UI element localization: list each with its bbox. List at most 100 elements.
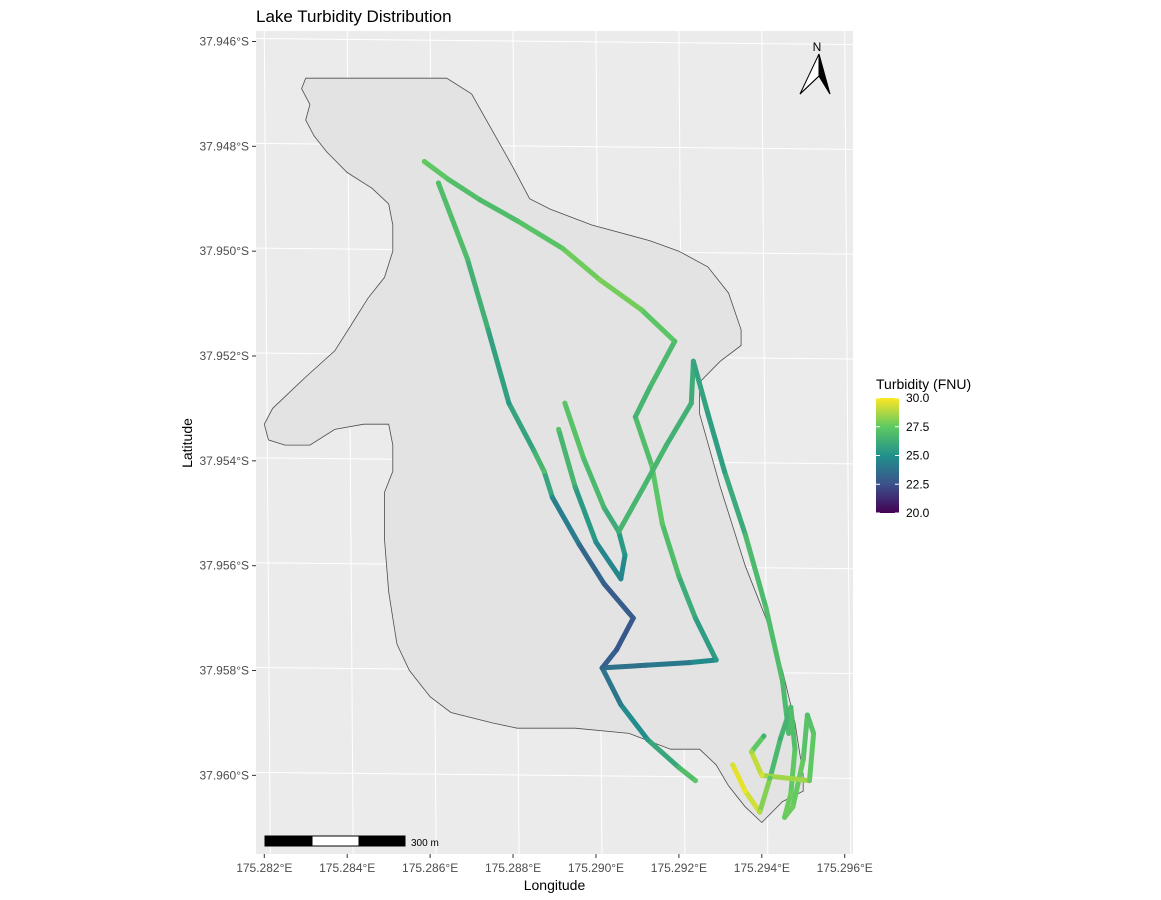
turbidity-point [659,521,665,527]
turbidity-point [421,159,427,165]
transect-segment [788,704,798,752]
turbidity-point [560,246,566,252]
transect-segment [541,468,555,501]
turbidity-point [477,197,483,203]
transect-segment [645,737,682,771]
x-axis-title: Longitude [524,877,586,893]
legend-tick-label: 20.0 [906,506,930,520]
y-tick-label: 37.950°S [199,244,249,258]
turbidity-point [581,455,587,461]
transect-segment [730,762,748,794]
transect-segment [599,665,624,708]
turbidity-point [618,576,624,582]
transect-segment [445,176,483,203]
transect-segment [485,327,512,406]
grid-line-meridian [844,30,852,855]
transect-segment [601,505,622,535]
transect-segment [659,521,682,579]
turbidity-point [541,468,547,474]
transect-segment [692,615,719,663]
transect-segment [421,159,451,182]
transect-segment [531,447,547,474]
legend-colorbar [876,398,899,513]
turbidity-point [643,662,649,668]
turbidity-point [686,660,692,666]
transect-segment [641,442,669,490]
turbidity-point [593,539,599,545]
transect-segment [721,468,748,537]
turbidity-point [761,733,767,739]
turbidity-point [597,277,603,283]
transect-segment [549,495,582,548]
turbidity-point [556,426,562,432]
turbidity-point [800,757,806,763]
x-tick-label: 175.282°E [236,861,292,875]
turbidity-point [782,814,788,820]
turbidity-point [445,176,451,182]
transect-segment [572,484,599,545]
transect-segment [556,426,578,490]
turbidity-point [767,775,773,781]
legend-tick-label: 30.0 [906,391,930,405]
transect-segment [562,400,587,461]
turbidity-point [692,615,698,621]
transect-segment [599,647,620,671]
transect-segment [599,662,649,671]
transect-segment [506,400,537,453]
x-tick-label: 175.292°E [651,861,707,875]
turbidity-point [806,778,812,784]
turbidity-point [464,256,470,262]
transect-segment [676,765,698,784]
transect-segment [705,411,727,474]
turbidity-point [676,765,682,771]
scale-bar-segment [358,835,406,847]
turbidity-point [748,749,754,755]
turbidity-point [614,647,620,653]
transect-segment [616,529,628,558]
turbidity-point [663,442,669,448]
transect-segment [804,712,817,736]
turbidity-point [713,657,719,663]
turbidity-point [639,307,645,313]
legend-tick-label: 25.0 [906,449,930,463]
north-label: N [813,40,822,54]
transect-segment [676,573,698,621]
turbidity-point [514,218,520,224]
turbidity-point [576,542,582,548]
x-tick-label: 175.290°E [568,861,624,875]
turbidity-point [562,400,568,406]
transect-segment [581,455,607,511]
turbidity-point [804,712,810,718]
transect-segment [663,400,694,448]
transect-segment [464,256,491,333]
transect-segment [639,307,678,344]
transect-segment [748,749,765,778]
turbidity-point [549,495,555,501]
transect-segment [643,660,692,668]
turbidity-point [676,573,682,579]
transect-segment [763,605,786,684]
north-arrow: N [799,40,831,95]
transect-segment [757,775,773,815]
y-axis-ticks: 37.946°S 37.948°S 37.950°S 37.952°S 37.954°S… [199,34,256,782]
transect-segment [576,542,607,587]
scale-bar-label: 300 m [411,838,439,849]
scale-bar-segment [264,835,313,847]
turbidity-point [788,704,794,710]
turbidity-point [601,505,607,511]
turbidity-point [632,414,638,420]
turbidity-point [641,484,647,490]
transect-segment [647,338,678,390]
turbidity-point [572,484,578,490]
y-axis-title: Latitude [179,418,195,468]
turbidity-point [647,384,653,390]
turbidity-point [792,746,798,752]
turbidity-point [690,358,696,364]
x-tick-label: 175.296°E [817,861,873,875]
turbidity-point [763,605,769,611]
transect-segment [477,197,520,224]
transect-segment [614,615,636,653]
transect-segment [616,484,647,535]
y-tick-label: 37.958°S [199,664,249,678]
